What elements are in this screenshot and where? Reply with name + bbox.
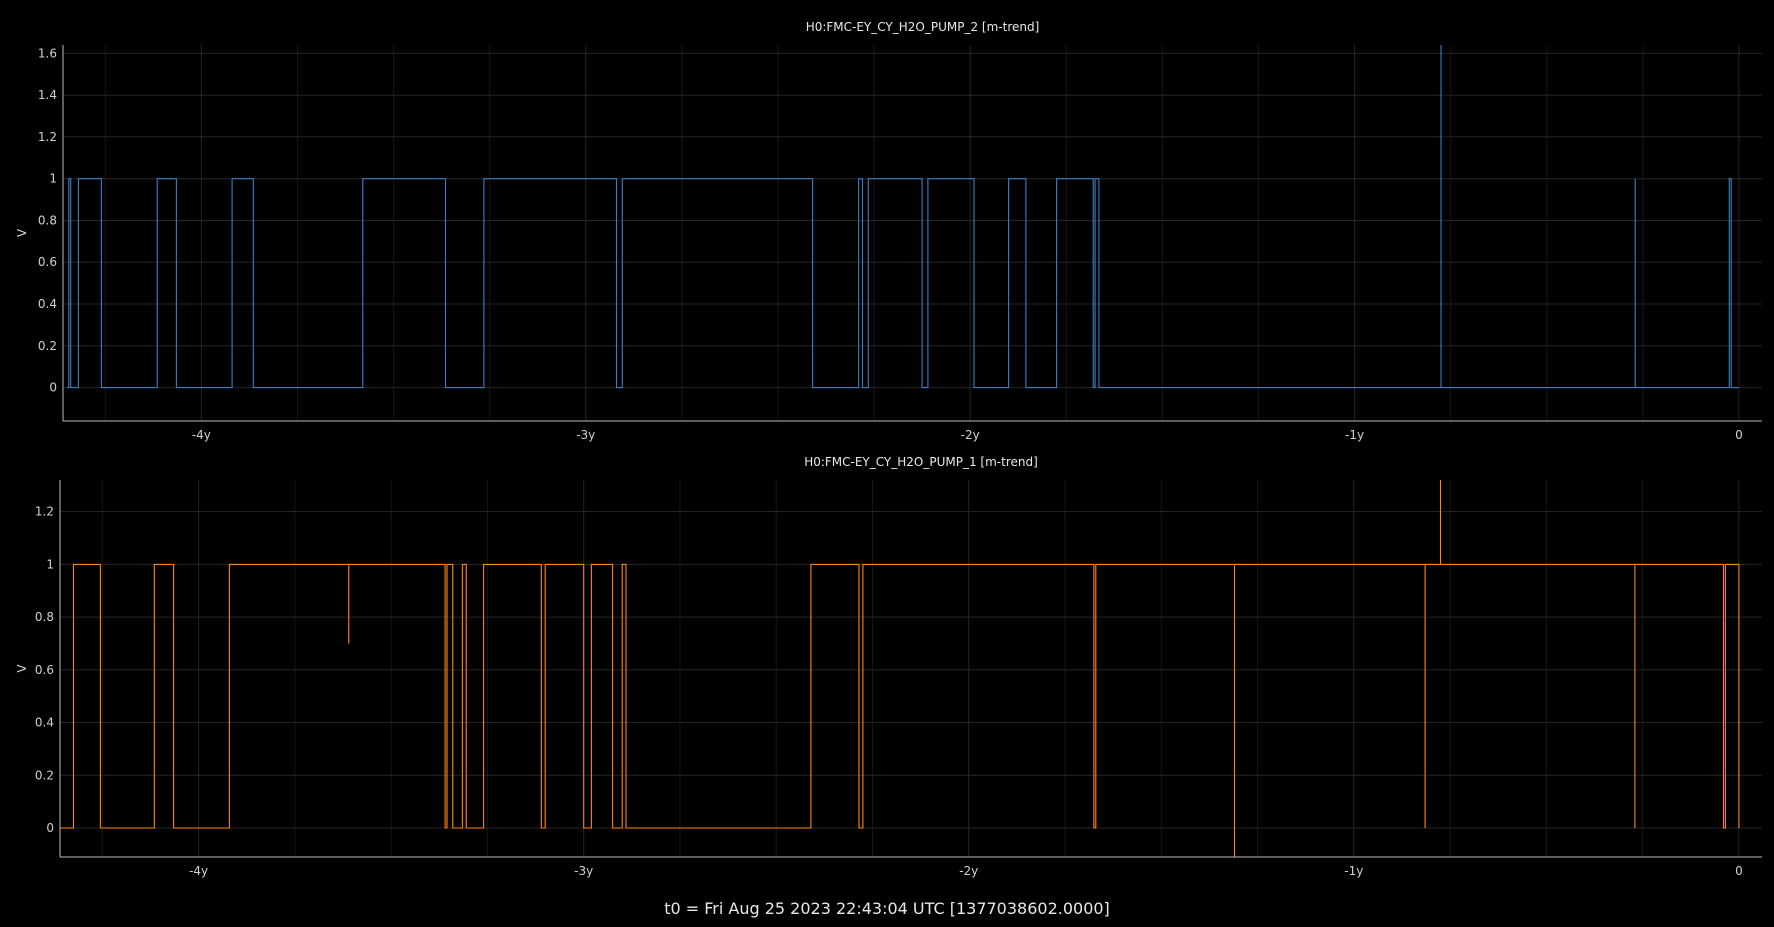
y-tick-label: 1.6: [38, 46, 57, 60]
y-tick-label: 1.2: [38, 130, 57, 144]
y-axis-label: V: [15, 228, 29, 237]
chart-title: H0:FMC-EY_CY_H2O_PUMP_2 [m-trend]: [806, 20, 1040, 34]
series-line-1: [60, 480, 1740, 857]
y-tick-label: 0.8: [38, 213, 57, 227]
x-tick-label: -1y: [1344, 864, 1363, 878]
y-tick-label: 0.2: [35, 768, 54, 782]
y-tick-label: 0: [46, 821, 54, 835]
footer-t0-label: t0 = Fri Aug 25 2023 22:43:04 UTC [13770…: [664, 899, 1110, 918]
y-tick-label: 0.6: [35, 663, 54, 677]
x-tick-label: -2y: [961, 428, 980, 442]
y-tick-label: 1.2: [35, 505, 54, 519]
x-tick-label: 0: [1735, 428, 1743, 442]
y-tick-label: 0.4: [38, 297, 57, 311]
x-tick-label: -1y: [1345, 428, 1364, 442]
series-line-1: [66, 45, 1739, 389]
y-tick-label: 1.4: [38, 88, 57, 102]
y-axis-label: V: [15, 664, 29, 673]
chart-panel-1: -4y -3y -2y -1y 0 0 0.2 0.4 0.6 0.8 1 1.2 1.4 1.6 H0:F…: [15, 20, 1762, 442]
chart-panel-2: -4y -3y -2y -1y 0 0 0.2 0.4 0.6 0.8 1 1.2 H0:FMC-EY_…: [15, 455, 1762, 878]
x-tick-label: 0: [1735, 864, 1743, 878]
x-tick-label: -4y: [189, 864, 208, 878]
y-tick-label: 0.4: [35, 716, 54, 730]
x-tick-label: -2y: [959, 864, 978, 878]
x-tick-label: -3y: [574, 864, 593, 878]
y-tick-label: 1: [46, 557, 54, 571]
x-tick-label: -4y: [192, 428, 211, 442]
y-tick-label: 0: [49, 381, 57, 395]
chart-title: H0:FMC-EY_CY_H2O_PUMP_1 [m-trend]: [804, 455, 1038, 469]
y-tick-label: 0.2: [38, 339, 57, 353]
x-tick-label: -3y: [576, 428, 595, 442]
y-tick-label: 0.8: [35, 610, 54, 624]
y-tick-label: 0.6: [38, 255, 57, 269]
y-tick-label: 1: [49, 172, 57, 186]
